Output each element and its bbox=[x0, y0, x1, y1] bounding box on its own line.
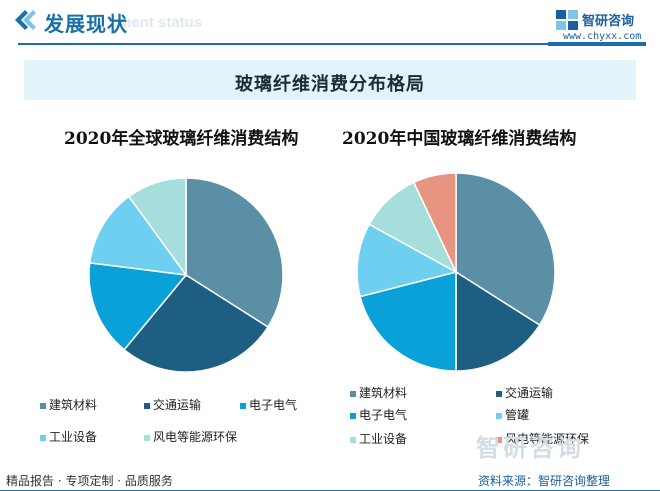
footer: 精品报告 · 专项定制 · 品质服务 资料来源：智研咨询整理 bbox=[0, 462, 660, 491]
legend-item: 电子电气 bbox=[240, 396, 297, 413]
pie-slice-5 bbox=[412, 172, 457, 273]
legend-label: 交通运输 bbox=[153, 398, 202, 412]
legend-swatch bbox=[350, 436, 356, 443]
brand-logo-icon bbox=[556, 10, 578, 30]
legend-china: 建筑材料 交通运输电子电气 管罐工业设备 风电等能源环保 bbox=[350, 384, 640, 454]
source-note: 资料来源：智研咨询整理 bbox=[478, 474, 611, 488]
legend-global: 建筑材料 交通运输 电子电气工业设备 风电等能源环保 bbox=[40, 396, 320, 446]
section-title: 玻璃纤维消费分布格局 bbox=[235, 74, 425, 95]
footer-tagline: 精品报告 · 专项定制 · 品质服务 bbox=[6, 474, 173, 488]
pie-slice-4 bbox=[127, 177, 187, 278]
section-banner: 玻璃纤维消费分布格局 bbox=[24, 60, 636, 100]
pie-chart-global bbox=[88, 177, 284, 372]
header-divider bbox=[18, 43, 548, 45]
brand-url: www.chyxx.com bbox=[563, 31, 642, 42]
pie-slice-2 bbox=[359, 271, 457, 372]
legend-item: 交通运输 bbox=[496, 384, 553, 401]
pie-slice-1 bbox=[123, 274, 269, 372]
legend-label: 电子电气 bbox=[249, 398, 298, 412]
legend-swatch bbox=[144, 434, 150, 441]
legend-swatch bbox=[350, 390, 356, 397]
legend-label: 交通运输 bbox=[505, 386, 554, 400]
legend-swatch bbox=[496, 436, 502, 443]
legend-swatch bbox=[40, 402, 46, 409]
pie-slice-1 bbox=[455, 270, 541, 372]
double-chevron-icon bbox=[15, 10, 36, 30]
legend-label: 工业设备 bbox=[49, 430, 98, 444]
legend-label: 电子电气 bbox=[359, 408, 408, 422]
legend-item: 建筑材料 bbox=[40, 396, 97, 413]
header-divider-accent bbox=[548, 42, 646, 46]
legend-label: 风电等能源环保 bbox=[505, 432, 590, 446]
chart-title-china: 2020年中国玻璃纤维消费结构 bbox=[342, 129, 577, 149]
legend-label: 管罐 bbox=[505, 408, 530, 422]
legend-label: 建筑材料 bbox=[359, 386, 408, 400]
header-subtitle: ment status bbox=[118, 14, 203, 31]
legend-item: 管罐 bbox=[496, 406, 529, 423]
pie-chart-china bbox=[356, 172, 556, 372]
legend-item: 工业设备 bbox=[350, 430, 407, 447]
legend-item: 交通运输 bbox=[144, 396, 201, 413]
legend-label: 工业设备 bbox=[359, 432, 408, 446]
legend-item: 电子电气 bbox=[350, 406, 407, 423]
legend-swatch bbox=[496, 390, 502, 397]
legend-item: 工业设备 bbox=[40, 428, 97, 445]
legend-swatch bbox=[40, 434, 46, 441]
legend-swatch bbox=[144, 402, 150, 409]
legend-item: 风电等能源环保 bbox=[496, 430, 589, 447]
legend-label: 建筑材料 bbox=[49, 398, 98, 412]
legend-swatch bbox=[496, 412, 502, 419]
legend-swatch bbox=[240, 402, 246, 409]
page-title: 发展现状 bbox=[44, 12, 128, 36]
header: ment status 发展现状 智研咨询 www.chyxx.com bbox=[0, 0, 660, 46]
pie-slice-2 bbox=[88, 262, 188, 351]
watermark: 智研咨询 bbox=[476, 434, 584, 462]
legend-item: 风电等能源环保 bbox=[144, 428, 237, 445]
legend-item: 建筑材料 bbox=[350, 384, 407, 401]
pie-slice-3 bbox=[88, 195, 188, 276]
chart-title-global: 2020年全球玻璃纤维消费结构 bbox=[64, 129, 299, 149]
brand-name: 智研咨询 bbox=[582, 14, 635, 29]
legend-swatch bbox=[350, 412, 356, 419]
pie-slice-3 bbox=[356, 223, 459, 298]
legend-label: 风电等能源环保 bbox=[153, 430, 238, 444]
